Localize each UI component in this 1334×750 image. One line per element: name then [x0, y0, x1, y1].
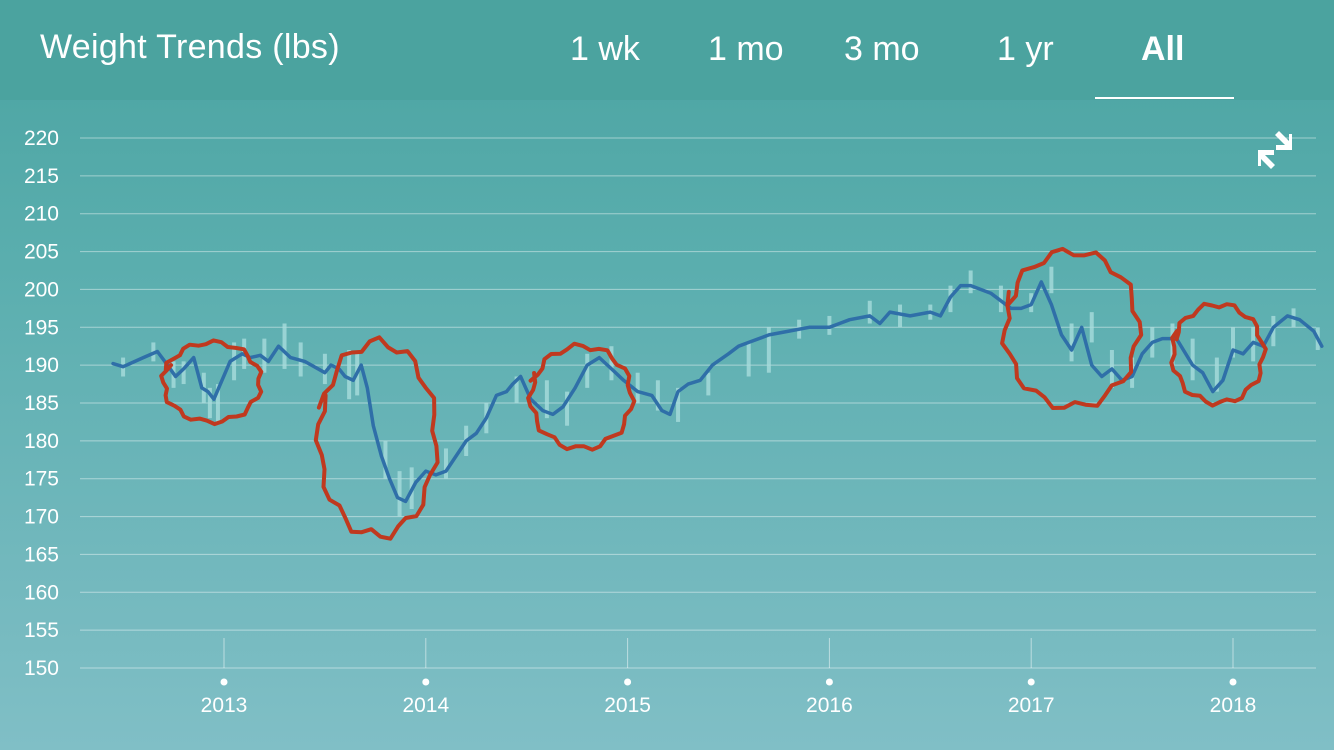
y-tick-label: 200 [24, 278, 59, 301]
daily-bar [215, 384, 220, 422]
daily-bar [282, 323, 287, 369]
annotation-circle [159, 338, 264, 427]
y-tick-label: 215 [24, 165, 59, 188]
daily-bar [746, 342, 751, 377]
daily-bar [867, 300, 872, 324]
daily-bar [565, 391, 570, 426]
daily-bar [766, 327, 771, 373]
daily-bar [706, 372, 711, 396]
active-tab-indicator [1095, 97, 1234, 99]
y-tick-label: 180 [24, 430, 59, 453]
daily-bar [514, 376, 519, 403]
x-tick-dot [1027, 678, 1035, 686]
y-tick-label: 155 [24, 619, 59, 642]
daily-bar [655, 380, 660, 411]
x-axis-ticks: 2013 2014 2015 2016 2017 2018 [201, 638, 1257, 717]
tab-3-months[interactable]: 3 mo [844, 30, 920, 68]
daily-bar [443, 448, 448, 479]
daily-bar [585, 353, 590, 388]
tab-1-week[interactable]: 1 wk [570, 30, 640, 68]
tab-1-year[interactable]: 1 yr [997, 30, 1054, 68]
daily-bar [1231, 327, 1235, 358]
tab-all[interactable]: All [1141, 30, 1185, 68]
x-tick-label: 2018 [1210, 694, 1257, 717]
daily-bar [181, 361, 186, 385]
y-tick-label: 220 [24, 127, 59, 150]
daily-bar [1049, 266, 1054, 294]
x-tick-label: 2015 [604, 694, 651, 717]
y-tick-label: 190 [24, 354, 59, 377]
y-tick-label: 160 [24, 581, 59, 604]
x-tick-dot [624, 678, 632, 686]
daily-bar [609, 346, 614, 381]
daily-bar [1190, 338, 1195, 381]
x-tick-label: 2016 [806, 694, 853, 717]
daily-bar [827, 315, 832, 335]
x-tick-label: 2014 [402, 694, 449, 717]
collapse-arrows-icon[interactable] [1252, 130, 1294, 172]
x-tick-label: 2013 [201, 694, 248, 717]
y-tick-label: 150 [24, 657, 59, 680]
page-title: Weight Trends (lbs) [40, 28, 340, 66]
daily-bar [397, 471, 402, 517]
daily-bar [676, 387, 681, 422]
y-tick-label: 175 [24, 468, 59, 491]
tab-1-month[interactable]: 1 mo [708, 30, 784, 68]
daily-bar [347, 350, 352, 400]
y-tick-label: 165 [24, 543, 59, 566]
daily-bar [1214, 357, 1219, 392]
daily-bar [544, 380, 549, 419]
daily-bar [968, 270, 973, 294]
daily-bar [322, 353, 327, 385]
daily-bar [232, 342, 237, 381]
y-axis-ticks: 150 155 160 165 170 175 180 185 190 195 200 205 210 2… [24, 127, 59, 680]
x-tick-dot [1229, 678, 1237, 686]
x-tick-dot [422, 678, 430, 686]
hand-drawn-annotations [159, 246, 1268, 541]
daily-bar [207, 387, 212, 419]
daily-bar [898, 304, 903, 328]
x-tick-dot [825, 678, 833, 686]
daily-bar [383, 440, 388, 479]
annotation-circle [1000, 246, 1144, 410]
y-tick-label: 195 [24, 316, 59, 339]
y-tick-label: 210 [24, 203, 59, 226]
daily-bar [262, 338, 267, 373]
daily-bar [1069, 323, 1074, 362]
trend-line-group [111, 280, 1324, 504]
daily-bar [1089, 312, 1094, 343]
header-bar: Weight Trends (lbs) 1 wk 1 mo 3 mo 1 yr … [0, 0, 1334, 100]
weight-trend-chart: 150 155 160 165 170 175 180 185 190 195 200 205 210 2… [24, 127, 1324, 717]
x-tick-label: 2017 [1008, 694, 1055, 717]
gridlines [80, 137, 1316, 669]
y-tick-label: 185 [24, 392, 59, 415]
trend-line [111, 280, 1324, 504]
annotation-circle [313, 335, 440, 541]
annotation-circle [526, 341, 637, 452]
daily-bar [635, 372, 640, 403]
x-tick-dot [220, 678, 228, 686]
annotation-circle [1169, 301, 1268, 408]
y-tick-label: 170 [24, 506, 59, 529]
y-tick-label: 205 [24, 241, 59, 264]
